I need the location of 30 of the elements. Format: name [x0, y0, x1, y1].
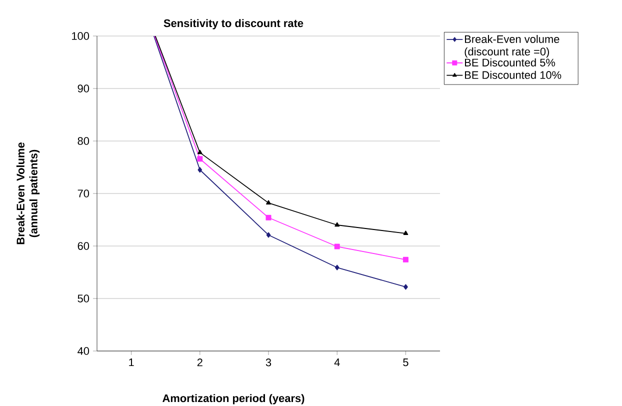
- y-axis-title: Break-Even Volume (annual patients): [16, 142, 40, 244]
- point: [334, 244, 340, 250]
- chart-title: Sensitivity to discount rate: [164, 19, 304, 30]
- point: [198, 167, 202, 173]
- y-tick-label: 100: [72, 32, 90, 40]
- y-tick-label: 80: [78, 137, 90, 145]
- point: [334, 222, 340, 227]
- x-tick-label: 5: [403, 358, 408, 366]
- point: [266, 214, 272, 220]
- legend-label: BE Discounted 5%: [465, 58, 556, 66]
- y-tick-label: 70: [78, 190, 90, 198]
- x-tick-label: 3: [266, 358, 272, 366]
- point: [197, 156, 203, 162]
- y-tick-label: 60: [78, 242, 90, 250]
- point: [266, 232, 271, 238]
- y-tick-label: 40: [78, 347, 90, 355]
- point: [334, 264, 340, 270]
- legend-label: BE Discounted 10%: [465, 70, 562, 79]
- y-tick-label: 50: [78, 294, 90, 302]
- point: [403, 230, 408, 235]
- x-tick-label: 2: [197, 358, 202, 366]
- point: [402, 256, 408, 262]
- y-tick-label: 90: [78, 84, 90, 92]
- point: [404, 284, 408, 290]
- x-axis-title: Amortization period (years): [162, 394, 304, 404]
- point: [266, 200, 271, 205]
- point: [197, 150, 202, 154]
- x-tick-label: 1: [129, 358, 134, 366]
- legend-label: Break-Even volume (discount rate =0): [464, 34, 560, 58]
- x-tick-label: 4: [334, 358, 340, 366]
